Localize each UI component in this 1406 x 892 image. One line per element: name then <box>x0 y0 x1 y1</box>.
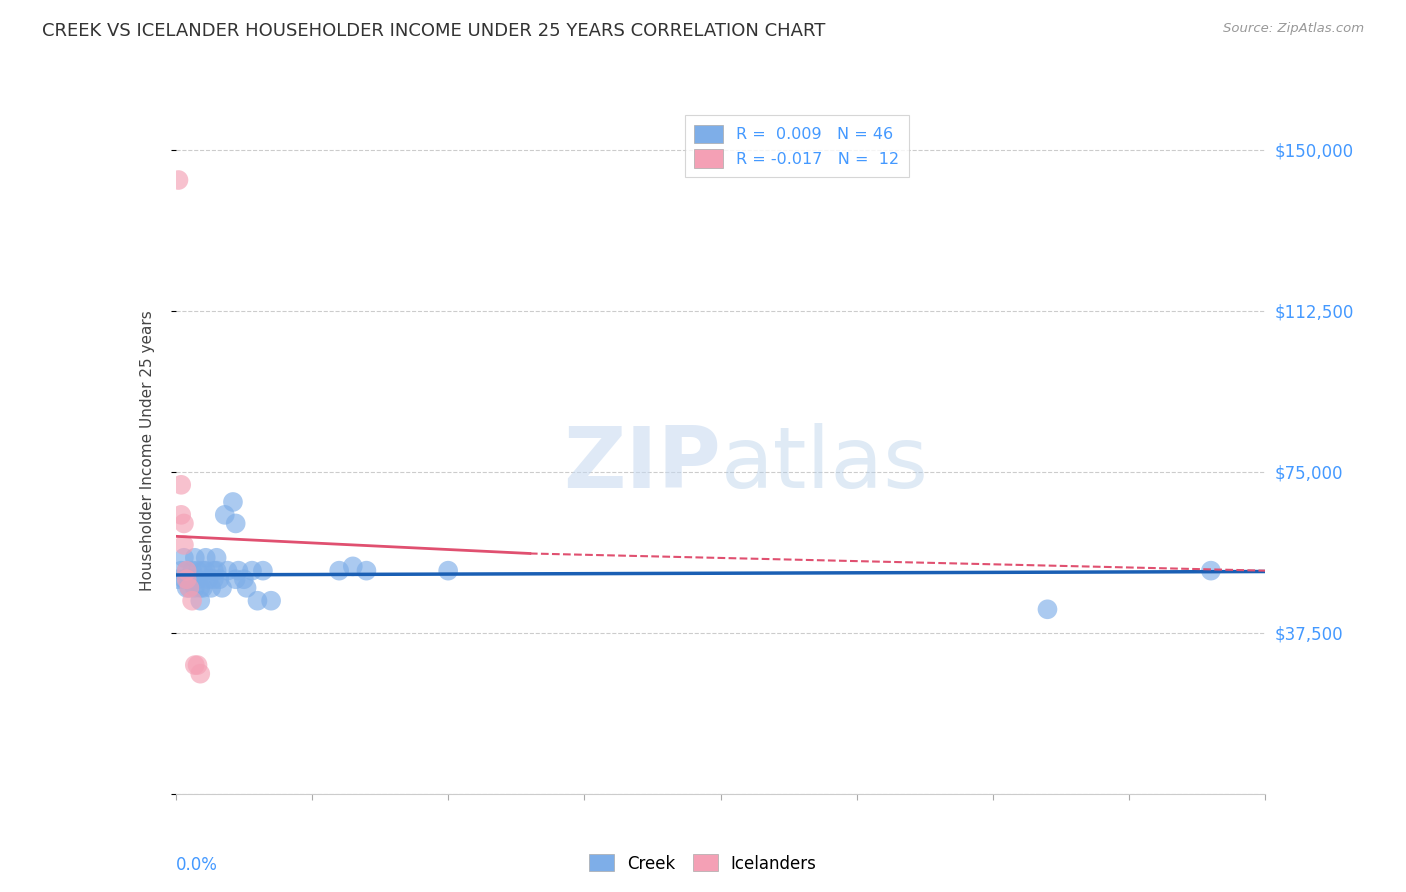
Point <box>356 564 378 578</box>
Point <box>179 581 201 595</box>
Point <box>173 538 195 552</box>
Text: ZIP: ZIP <box>562 423 721 506</box>
Point <box>176 581 198 595</box>
Point <box>170 564 193 578</box>
Point <box>188 593 211 607</box>
Point <box>205 550 228 565</box>
Point <box>170 508 193 522</box>
Point <box>194 564 217 578</box>
Text: Source: ZipAtlas.com: Source: ZipAtlas.com <box>1223 22 1364 36</box>
Point <box>176 564 198 578</box>
Point <box>167 572 190 586</box>
Text: 0.0%: 0.0% <box>176 855 218 873</box>
Point <box>184 550 207 565</box>
Point <box>167 173 190 187</box>
Point <box>184 581 207 595</box>
Point <box>202 564 225 578</box>
Point <box>1199 564 1222 578</box>
Point <box>170 478 193 492</box>
Point <box>225 572 247 586</box>
Point <box>228 564 250 578</box>
Point <box>191 581 214 595</box>
Point <box>222 495 245 509</box>
Point <box>214 508 236 522</box>
Point <box>240 564 263 578</box>
Point <box>176 572 198 586</box>
Point <box>246 593 269 607</box>
Point <box>225 516 247 531</box>
Point <box>208 572 231 586</box>
Point <box>181 572 204 586</box>
Point <box>235 581 257 595</box>
Point <box>202 572 225 586</box>
Point <box>188 666 211 681</box>
Point <box>179 572 201 586</box>
Point <box>437 564 460 578</box>
Point <box>194 550 217 565</box>
Point <box>197 572 219 586</box>
Point <box>184 658 207 673</box>
Point <box>328 564 350 578</box>
Point <box>200 581 222 595</box>
Point <box>211 581 233 595</box>
Point <box>176 564 198 578</box>
Point <box>173 550 195 565</box>
Text: CREEK VS ICELANDER HOUSEHOLDER INCOME UNDER 25 YEARS CORRELATION CHART: CREEK VS ICELANDER HOUSEHOLDER INCOME UN… <box>42 22 825 40</box>
Point <box>191 564 214 578</box>
Point <box>181 593 204 607</box>
Point <box>186 658 209 673</box>
Point <box>342 559 364 574</box>
Point <box>252 564 274 578</box>
Point <box>181 564 204 578</box>
Y-axis label: Householder Income Under 25 years: Householder Income Under 25 years <box>141 310 155 591</box>
Point <box>217 564 239 578</box>
Legend: R =  0.009   N = 46, R = -0.017   N =  12: R = 0.009 N = 46, R = -0.017 N = 12 <box>685 115 908 178</box>
Point <box>179 581 201 595</box>
Point <box>186 564 209 578</box>
Point <box>173 572 195 586</box>
Point <box>1036 602 1059 616</box>
Text: atlas: atlas <box>721 423 928 506</box>
Point <box>205 564 228 578</box>
Point <box>232 572 254 586</box>
Legend: Creek, Icelanders: Creek, Icelanders <box>582 847 824 880</box>
Point <box>173 516 195 531</box>
Point <box>186 572 209 586</box>
Point <box>260 593 283 607</box>
Point <box>188 581 211 595</box>
